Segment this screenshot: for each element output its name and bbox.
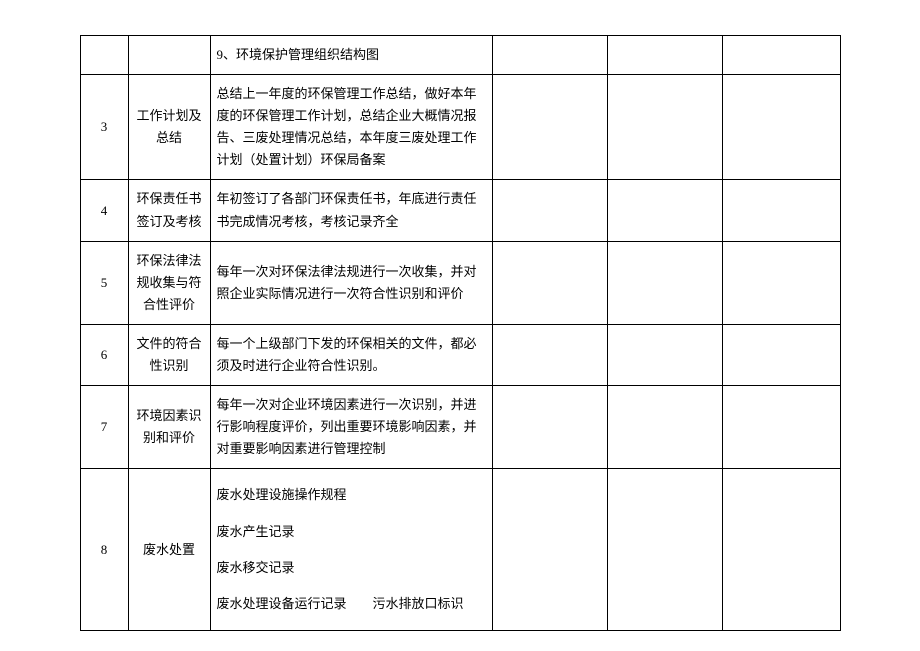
cell-empty: [722, 241, 840, 324]
cell-desc: 总结上一年度的环保管理工作总结，做好本年度的环保管理工作计划，总结企业大概情况报…: [210, 75, 492, 180]
cell-empty: [607, 36, 722, 75]
cell-desc: 年初签订了各部门环保责任书，年底进行责任书完成情况考核，考核记录齐全: [210, 180, 492, 241]
cell-empty: [722, 386, 840, 469]
cell-empty: [722, 180, 840, 241]
cell-desc: 每年一次对环保法律法规进行一次收集，并对照企业实际情况进行一次符合性识别和评价: [210, 241, 492, 324]
cell-empty: [607, 75, 722, 180]
cell-num: [80, 36, 128, 75]
cell-empty: [492, 180, 607, 241]
cell-empty: [722, 324, 840, 385]
cell-empty: [607, 324, 722, 385]
cell-empty: [607, 180, 722, 241]
cell-item: 文件的符合性识别: [128, 324, 210, 385]
cell-num: 6: [80, 324, 128, 385]
cell-num: 8: [80, 469, 128, 630]
cell-empty: [607, 241, 722, 324]
cell-empty: [607, 386, 722, 469]
cell-desc: 每年一次对企业环境因素进行一次识别，并进行影响程度评价，列出重要环境影响因素，并…: [210, 386, 492, 469]
cell-item: 废水处置: [128, 469, 210, 630]
env-management-table: 9、环境保护管理组织结构图 3 工作计划及总结 总结上一年度的环保管理工作总结，…: [80, 35, 841, 631]
cell-empty: [492, 75, 607, 180]
table-row: 8 废水处置 废水处理设施操作规程 废水产生记录 废水移交记录 废水处理设备运行…: [80, 469, 840, 630]
table-row: 3 工作计划及总结 总结上一年度的环保管理工作总结，做好本年度的环保管理工作计划…: [80, 75, 840, 180]
cell-num: 7: [80, 386, 128, 469]
wastewater-line: 废水移交记录: [217, 550, 486, 586]
cell-empty: [722, 36, 840, 75]
cell-item: 环保法律法规收集与符合性评价: [128, 241, 210, 324]
cell-empty: [722, 469, 840, 630]
cell-empty: [492, 386, 607, 469]
cell-empty: [607, 469, 722, 630]
wastewater-line: 废水处理设备运行记录 污水排放口标识: [217, 586, 486, 622]
cell-desc: 废水处理设施操作规程 废水产生记录 废水移交记录 废水处理设备运行记录 污水排放…: [210, 469, 492, 630]
table-row: 4 环保责任书签订及考核 年初签订了各部门环保责任书，年底进行责任书完成情况考核…: [80, 180, 840, 241]
cell-num: 4: [80, 180, 128, 241]
wastewater-line: 废水产生记录: [217, 514, 486, 550]
cell-item: 工作计划及总结: [128, 75, 210, 180]
cell-empty: [492, 241, 607, 324]
cell-num: 3: [80, 75, 128, 180]
cell-item: 环境因素识别和评价: [128, 386, 210, 469]
cell-empty: [722, 75, 840, 180]
cell-num: 5: [80, 241, 128, 324]
cell-empty: [492, 324, 607, 385]
table-row: 5 环保法律法规收集与符合性评价 每年一次对环保法律法规进行一次收集，并对照企业…: [80, 241, 840, 324]
cell-empty: [492, 36, 607, 75]
table-row: 7 环境因素识别和评价 每年一次对企业环境因素进行一次识别，并进行影响程度评价，…: [80, 386, 840, 469]
cell-desc: 9、环境保护管理组织结构图: [210, 36, 492, 75]
wastewater-line: 废水处理设施操作规程: [217, 477, 486, 513]
table-row: 6 文件的符合性识别 每一个上级部门下发的环保相关的文件，都必须及时进行企业符合…: [80, 324, 840, 385]
cell-desc: 每一个上级部门下发的环保相关的文件，都必须及时进行企业符合性识别。: [210, 324, 492, 385]
cell-empty: [492, 469, 607, 630]
table-row: 9、环境保护管理组织结构图: [80, 36, 840, 75]
cell-item: 环保责任书签订及考核: [128, 180, 210, 241]
cell-item: [128, 36, 210, 75]
